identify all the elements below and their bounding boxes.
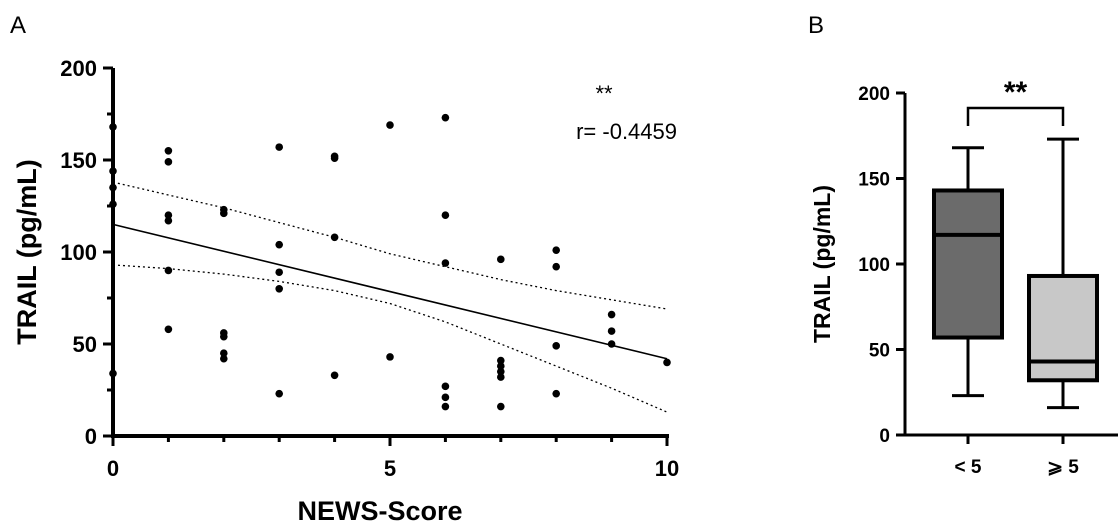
data-point xyxy=(109,369,117,378)
y-tick-label-a: 100 xyxy=(60,240,97,265)
data-point xyxy=(220,349,228,358)
data-point xyxy=(109,200,117,208)
data-point xyxy=(441,393,450,402)
data-point xyxy=(552,262,560,271)
data-point xyxy=(275,143,284,151)
data-point xyxy=(552,246,560,254)
data-point xyxy=(441,402,450,411)
significance-bracket: ** xyxy=(966,76,1065,126)
x-axis-label-a: NEWS-Score xyxy=(297,496,462,526)
data-point xyxy=(275,389,284,398)
data-point xyxy=(164,266,173,275)
data-point xyxy=(164,216,173,225)
regression-line-group xyxy=(112,223,668,360)
data-point xyxy=(441,211,450,219)
box-lt5 xyxy=(932,188,1004,340)
data-point xyxy=(497,356,505,365)
y-tick-label-b: 50 xyxy=(869,341,890,362)
y-tick-label-b: 0 xyxy=(879,426,890,447)
y-tick-label-a: 50 xyxy=(73,332,97,357)
x-tick-label-a: 5 xyxy=(384,456,396,481)
axes-a: 0 50 100 150 200 0 5 10 xyxy=(60,56,679,481)
data-point xyxy=(607,327,616,335)
data-point xyxy=(109,123,117,131)
data-point xyxy=(330,233,339,242)
y-axis-label-a: TRAIL (pg/mL) xyxy=(12,159,42,344)
data-point xyxy=(552,342,560,350)
data-point xyxy=(607,340,616,348)
confidence-bands xyxy=(112,181,668,413)
data-point xyxy=(663,358,671,367)
data-point xyxy=(441,382,450,391)
data-point xyxy=(330,371,339,380)
data-point xyxy=(220,209,228,218)
scatter-chart-a: 0 50 100 150 200 0 5 10 ** r= -0.4459 NEWS-Scor… xyxy=(12,56,679,526)
box-ge5 xyxy=(1027,273,1099,383)
data-point xyxy=(220,354,228,363)
ci-lower-band xyxy=(112,264,668,413)
panel-letter-b: B xyxy=(808,12,825,39)
data-point xyxy=(275,268,284,277)
y-tick-label-a: 150 xyxy=(60,148,97,173)
data-point xyxy=(552,389,560,398)
significance-stars-b: ** xyxy=(1004,76,1028,109)
correlation-annotation: r= -0.4459 xyxy=(576,119,677,144)
data-point xyxy=(109,167,117,175)
data-point xyxy=(109,183,117,192)
data-point xyxy=(386,121,394,129)
x-tick-label-a: 0 xyxy=(107,456,119,481)
data-point xyxy=(275,240,284,249)
data-point xyxy=(497,255,505,264)
data-point xyxy=(275,285,284,293)
x-tick-label-a: 10 xyxy=(655,456,679,481)
y-tick-label-b: 150 xyxy=(858,170,890,191)
data-point xyxy=(164,147,173,155)
scatter-points xyxy=(109,113,671,411)
data-point xyxy=(164,158,173,166)
data-point xyxy=(220,332,228,341)
data-point xyxy=(607,310,616,319)
x-tick-label-b: < 5 xyxy=(955,457,982,478)
data-point xyxy=(497,362,505,370)
y-tick-label-b: 200 xyxy=(858,84,890,105)
data-point xyxy=(164,211,173,219)
data-point xyxy=(441,259,450,267)
y-tick-label-a: 0 xyxy=(85,424,97,449)
bracket-line xyxy=(966,106,1065,126)
x-tick-label-b: ⩾ 5 xyxy=(1047,457,1079,478)
regression-line xyxy=(112,223,668,360)
data-point xyxy=(497,402,505,411)
panel-letter-a: A xyxy=(10,12,27,39)
data-point xyxy=(497,367,505,376)
data-point xyxy=(164,325,173,334)
data-point xyxy=(441,113,450,122)
significance-annotation-a: ** xyxy=(595,81,613,106)
box-plots xyxy=(932,137,1099,410)
y-tick-label-b: 100 xyxy=(858,255,890,276)
y-axis-label-b: TRAIL (pg/mL) xyxy=(809,185,835,343)
y-tick-label-a: 200 xyxy=(60,56,97,81)
ci-upper-band xyxy=(112,181,668,310)
data-point xyxy=(386,353,394,361)
axes-b: 0 50 100 150 200 < 5 ⩾ 5 xyxy=(858,84,1118,478)
data-point xyxy=(330,154,339,162)
data-point xyxy=(497,373,505,381)
